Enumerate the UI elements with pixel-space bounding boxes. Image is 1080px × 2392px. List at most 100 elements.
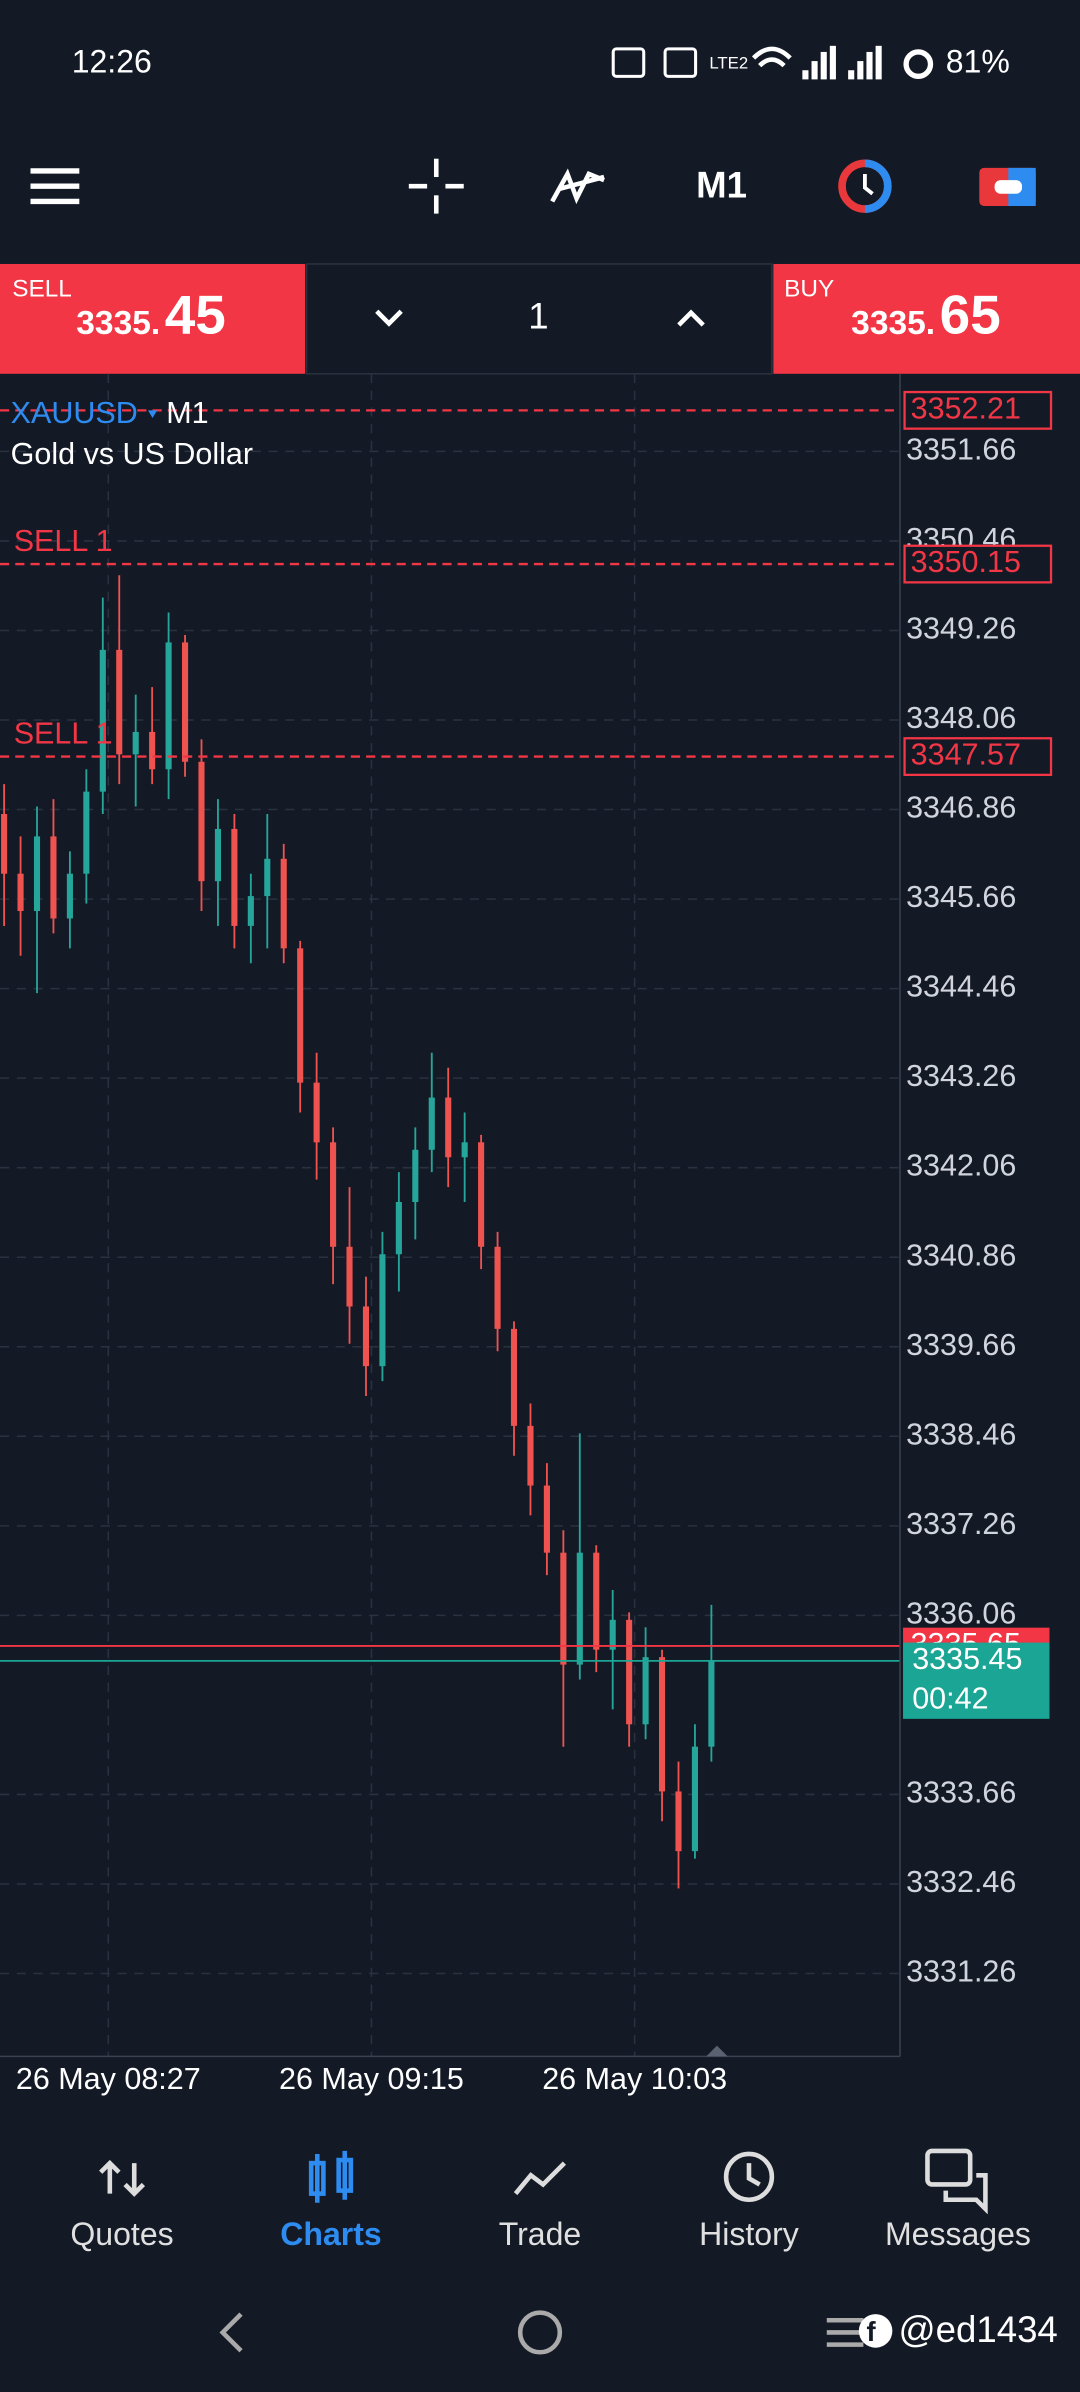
level-box	[903, 737, 1053, 777]
buy-price-head: 3335.	[851, 305, 935, 342]
y-tick-label: 3349.26	[906, 612, 1016, 646]
y-tick-label: 3343.26	[906, 1059, 1016, 1093]
y-tick-label: 3351.66	[906, 432, 1016, 466]
candle-body	[691, 1746, 698, 1852]
watermark-icon-glyph: f	[866, 2316, 876, 2347]
timeframe-button[interactable]: M1	[696, 164, 747, 205]
chart[interactable]: 3351.663350.463349.263348.063346.863345.…	[0, 373, 1053, 2096]
candle-body	[116, 649, 123, 755]
bar-countdown: 00:42	[912, 1682, 988, 1716]
candle-body	[346, 1246, 353, 1307]
volume-down[interactable]	[375, 309, 403, 327]
y-tick-label: 3337.26	[906, 1507, 1016, 1541]
candle-body	[132, 731, 139, 755]
sell-button[interactable]	[0, 263, 306, 374]
candle-body	[527, 1425, 534, 1486]
x-tick-label: 26 May 08:27	[16, 2062, 201, 2096]
candle-body	[50, 836, 57, 919]
candle-body	[412, 1149, 419, 1203]
candle-body	[181, 642, 189, 762]
y-tick-label: 3339.66	[906, 1328, 1016, 1362]
status-battery: 81%	[946, 44, 1010, 80]
candle-body	[478, 1142, 485, 1247]
candle-body	[149, 731, 156, 770]
status-time: 12:26	[72, 44, 152, 80]
y-tick-label: 3336.06	[906, 1596, 1016, 1630]
trade-button[interactable]	[979, 167, 1036, 206]
quotes-icon	[99, 2159, 146, 2197]
candle-body	[198, 761, 205, 882]
level-box	[903, 390, 1053, 430]
messages-icon	[925, 2148, 988, 2215]
candle-body	[445, 1097, 452, 1158]
sell-price-head: 3335.	[76, 305, 160, 342]
history-icon	[723, 2151, 775, 2203]
candle-body	[280, 858, 287, 949]
candle-body	[17, 873, 24, 912]
volume-value[interactable]: 1	[528, 296, 548, 337]
buy-button[interactable]	[773, 263, 1080, 374]
one-click-button[interactable]	[838, 159, 892, 213]
y-tick-label: 3340.86	[906, 1238, 1016, 1272]
volume-up[interactable]	[677, 309, 705, 327]
x-tick-label: 26 May 09:15	[279, 2062, 464, 2096]
candle-body	[395, 1202, 402, 1255]
chart-description: Gold vs US Dollar	[11, 437, 253, 471]
svg-text:LTE2: LTE2	[709, 54, 748, 73]
nav-item[interactable]: History	[699, 2216, 799, 2252]
y-tick-label: 3342.06	[906, 1149, 1016, 1183]
candle-body	[66, 873, 73, 919]
candle-body	[313, 1082, 320, 1143]
candle-body	[214, 828, 221, 882]
watermark: @ed1434	[898, 2309, 1057, 2350]
level-price: 3347.57	[911, 738, 1021, 772]
buy-price-tail: 65	[940, 283, 1001, 345]
candle-body	[658, 1657, 666, 1792]
y-tick-label: 3344.46	[906, 970, 1016, 1004]
candle-body	[83, 791, 90, 874]
watermark-icon	[858, 2314, 893, 2348]
y-tick-label: 3346.86	[906, 791, 1016, 825]
y-tick-label: 3345.66	[906, 880, 1016, 914]
level-name: SELL 1	[14, 524, 113, 558]
y-tick-label: 3348.06	[906, 701, 1016, 735]
crosshair-button[interactable]	[408, 158, 464, 214]
home-button[interactable]	[517, 2310, 563, 2355]
bid-box	[903, 1642, 1050, 1719]
candle-body	[1, 814, 8, 874]
indicators-button[interactable]	[550, 168, 605, 205]
chart-timeframe: M1	[166, 396, 208, 430]
candle-body	[461, 1142, 468, 1158]
y-tick-label: 3338.46	[906, 1417, 1016, 1451]
nav-item[interactable]: Charts	[280, 2216, 381, 2252]
y-tick-label: 3333.66	[906, 1776, 1016, 1810]
candle-body	[510, 1328, 518, 1426]
candle-body	[247, 896, 254, 926]
candle-body	[708, 1660, 715, 1747]
recents-button[interactable]	[826, 2317, 864, 2347]
sell-price-tail: 45	[165, 283, 226, 345]
candle-body	[593, 1552, 600, 1650]
status-icons: LTE2	[611, 45, 934, 80]
symbol-dropdown[interactable]	[147, 410, 158, 419]
back-button[interactable]	[219, 2312, 243, 2353]
candle-body	[362, 1306, 370, 1367]
charts-icon	[308, 2150, 354, 2203]
nav-item[interactable]: Messages	[885, 2216, 1031, 2252]
bottom-nav: Quotes Charts Trade History Messages	[70, 2148, 1031, 2252]
y-tick-label: 3331.26	[906, 1955, 1016, 1989]
chart-symbol[interactable]: XAUUSD	[11, 396, 138, 430]
nav-item[interactable]: Quotes	[70, 2216, 173, 2252]
candle-body	[576, 1552, 583, 1665]
bid-price: 3335.45	[912, 1642, 1022, 1676]
candle-body	[33, 836, 41, 912]
candle-body	[231, 828, 238, 926]
candle-body	[494, 1246, 501, 1329]
nav-item[interactable]: Trade	[499, 2216, 581, 2252]
trade-icon	[513, 2161, 567, 2196]
candle-body	[609, 1619, 616, 1650]
level-price: 3352.21	[911, 391, 1021, 425]
menu-button[interactable]	[30, 168, 80, 205]
candle-body	[543, 1485, 550, 1553]
